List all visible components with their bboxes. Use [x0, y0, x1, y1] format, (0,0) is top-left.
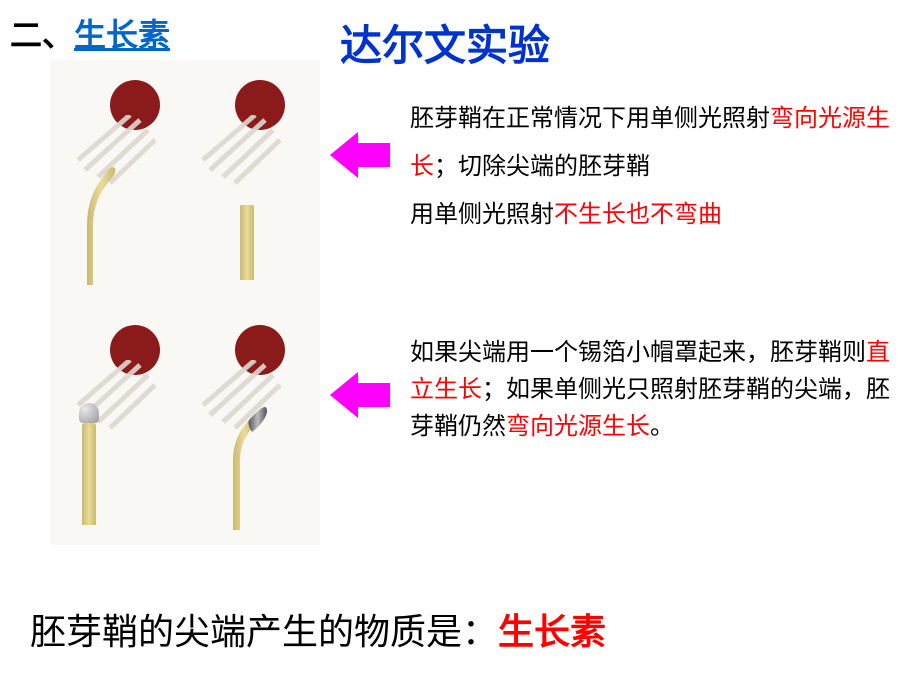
t2-seg4: 弯向光源生长: [506, 414, 650, 440]
t2-seg1: 如果尖端用一个锡箔小帽罩起来，胚芽鞘则: [410, 340, 866, 366]
section-label: 二、生长素: [10, 10, 170, 56]
shoot-cut: [240, 205, 258, 280]
section-link[interactable]: 生长素: [74, 17, 170, 53]
shoot-bent: [75, 165, 125, 285]
diagram-cell-1: [50, 60, 185, 300]
arrow-left-icon: [330, 370, 390, 420]
arrow-left-icon: [330, 130, 390, 180]
section-prefix: 二、: [10, 17, 74, 53]
diagram-cell-3: [50, 305, 185, 545]
description-1: 胚芽鞘在正常情况下用单侧光照射弯向光源生长；切除尖端的胚芽鞘用单侧光照射不生长也…: [410, 95, 890, 239]
description-2: 如果尖端用一个锡箔小帽罩起来，胚芽鞘则直立生长；如果单侧光只照射胚芽鞘的尖端，胚…: [410, 335, 890, 447]
shoot-capped: [82, 405, 100, 525]
t1-seg5: 不生长也不弯曲: [554, 202, 722, 228]
t1-seg4: 用单侧光照射: [410, 202, 554, 228]
t1-seg1: 胚芽鞘在正常情况下用单侧光照射: [410, 106, 770, 132]
conclusion-answer: 生长素: [498, 612, 606, 652]
t1-seg3: ；切除尖端的胚芽鞘: [434, 154, 650, 180]
main-title: 达尔文实验: [340, 12, 550, 73]
shoot-dark-bent: [225, 405, 280, 530]
light-rays: [195, 115, 285, 185]
conclusion-label: 胚芽鞘的尖端产生的物质是：: [30, 612, 498, 652]
experiment-diagram: [50, 60, 320, 545]
diagram-cell-4: [185, 305, 320, 545]
foil-cap-icon: [79, 403, 99, 423]
conclusion: 胚芽鞘的尖端产生的物质是：生长素: [30, 603, 606, 655]
diagram-cell-2: [185, 60, 320, 300]
t2-seg5: 。: [650, 414, 674, 440]
